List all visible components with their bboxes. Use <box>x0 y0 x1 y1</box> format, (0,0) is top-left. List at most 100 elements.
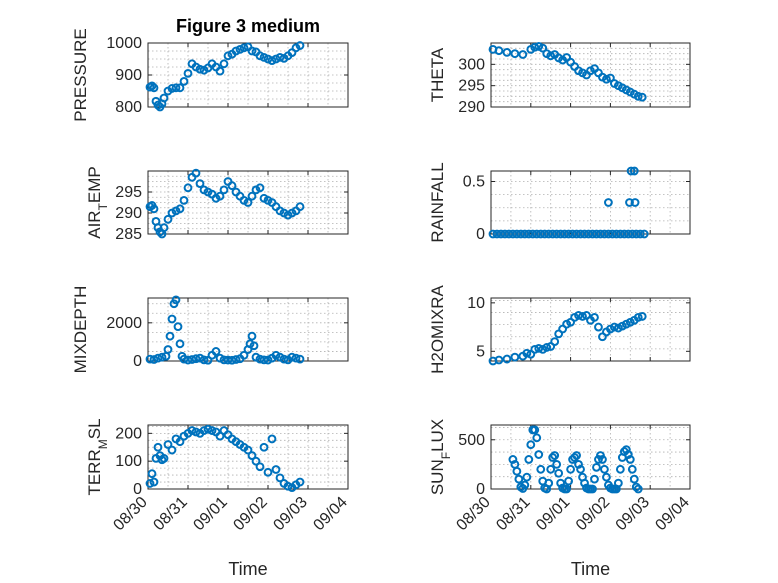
h2omixra-ylabel: H2OMIXRA <box>428 284 447 373</box>
mixdepth-data-point <box>249 341 259 351</box>
pressure-data-point <box>153 100 163 110</box>
mixdepth-data-point <box>287 352 297 362</box>
terr-msl-data-point <box>267 434 277 444</box>
rainfall-data-point <box>532 229 542 239</box>
terr-msl-data-point <box>199 426 209 435</box>
sun-flux-ytick-label: 500 <box>458 432 485 449</box>
sun-flux-data-point <box>544 478 554 488</box>
pressure-data-point <box>167 84 177 93</box>
theta-ytick-label: 290 <box>458 99 485 116</box>
terr-msl-ytick-label: 100 <box>115 453 142 470</box>
sun-flux-data-point <box>588 484 597 494</box>
air-temp-ylabel: AIRTEMP <box>85 166 110 239</box>
rainfall-data-point <box>520 229 530 239</box>
mixdepth-data-point <box>231 355 241 364</box>
air-temp-data-point <box>149 204 159 214</box>
sun-flux-xlabel: Time <box>571 559 610 579</box>
terr-msl-data-point <box>251 456 261 466</box>
theta-series <box>488 42 647 102</box>
terr-msl-xtick-label: 09/02 <box>230 494 270 534</box>
rainfall-data-point <box>492 229 502 239</box>
terr-msl-xtick-label: 09/01 <box>190 494 230 534</box>
sun-flux-data-point <box>536 464 546 474</box>
pressure-data-point <box>147 81 157 91</box>
rainfall-data-point <box>516 229 526 239</box>
sun-flux-data-point <box>572 451 581 460</box>
air-temp-data-point <box>247 191 257 201</box>
pressure-panel: 800 900 1000 PRESSURE Figure 3 medium <box>71 16 349 122</box>
mixdepth-data-point <box>255 354 265 364</box>
mixdepth-data-point <box>199 355 209 365</box>
mixdepth-data-point <box>167 314 177 324</box>
sun-flux-data-point <box>631 482 641 492</box>
theta-panel: 290 295 300 THETA <box>428 42 691 116</box>
air-temp-data-point <box>163 214 173 224</box>
terr-msl-data-point <box>167 445 177 455</box>
terr-msl-data-point <box>271 465 281 474</box>
theta-axes-border <box>490 42 691 108</box>
sun-flux-data-point <box>602 472 611 482</box>
h2omixra-data-point <box>578 312 587 321</box>
mixdepth-data-point <box>171 295 181 305</box>
terr-msl-series <box>145 424 305 493</box>
rainfall-data-point <box>623 229 633 239</box>
terr-msl-data-point <box>153 442 163 452</box>
sun-flux-data-point <box>613 478 623 488</box>
rainfall-data-point <box>512 229 522 239</box>
terr-msl-data-point <box>263 467 273 477</box>
air-temp-data-point <box>215 191 225 201</box>
terr-msl-data-point <box>275 473 285 483</box>
air-temp-data-point <box>191 168 201 178</box>
pressure-data-point <box>159 93 169 103</box>
mixdepth-data-point <box>191 354 201 364</box>
air-temp-data-point <box>179 196 189 205</box>
terr-msl-data-point <box>175 437 185 447</box>
terr-msl-data-point <box>145 479 155 488</box>
rainfall-data-point <box>548 229 558 239</box>
h2omixra-data-point <box>534 344 544 353</box>
mixdepth-data-point <box>153 353 163 363</box>
rainfall-data-point <box>619 229 629 239</box>
terr-msl-data-point <box>147 469 157 479</box>
rainfall-ytick-label: 0 <box>476 226 485 243</box>
air-temp-data-point <box>295 202 305 212</box>
air-temp-data-point <box>183 183 193 193</box>
pressure-data-point <box>219 59 229 69</box>
terr-msl-data-point <box>247 451 257 461</box>
pressure-ytick-label: 800 <box>115 99 142 116</box>
sun-flux-data-point <box>598 455 607 464</box>
mixdepth-data-point <box>179 354 189 364</box>
pressure-data-point <box>195 64 205 74</box>
sun-flux-data-point <box>566 464 575 474</box>
terr-msl-data-point <box>149 477 159 487</box>
air-temp-data-point <box>195 179 205 189</box>
h2omixra-data-point <box>522 348 532 358</box>
sun-flux-data-point <box>570 453 579 462</box>
sun-flux-data-point <box>564 476 574 486</box>
terr-msl-ylabel: TERRMSL <box>85 418 110 495</box>
theta-data-point <box>518 50 528 59</box>
rainfall-panel: 0 0.5 RAINFALL <box>428 162 691 243</box>
h2omixra-data-point <box>590 312 599 322</box>
rainfall-data-point <box>544 229 554 239</box>
air-temp-data-point <box>159 223 169 233</box>
rainfall-data-point <box>639 229 649 239</box>
mixdepth-data-point <box>295 354 305 364</box>
terr-msl-data-point <box>215 431 225 441</box>
terr-msl-data-point <box>159 453 169 463</box>
mixdepth-data-point <box>211 347 221 356</box>
pressure-data-point <box>239 43 249 53</box>
pressure-series <box>145 41 305 112</box>
air-temp-data-point <box>243 198 253 207</box>
mixdepth-data-point <box>223 355 233 365</box>
terr-msl-xtick-label: 08/31 <box>150 494 190 534</box>
sun-flux-xtick-label: 09/03 <box>613 494 653 534</box>
rainfall-data-point <box>528 229 538 239</box>
theta-ytick-label: 295 <box>458 78 485 95</box>
rainfall-data-point <box>576 229 585 239</box>
h2omixra-data-point <box>530 344 540 354</box>
sun-flux-data-point <box>590 474 599 484</box>
rainfall-ytick-label: 0.5 <box>463 174 485 191</box>
mixdepth-data-point <box>183 355 193 365</box>
pressure-ylabel: PRESSURE <box>71 28 90 122</box>
